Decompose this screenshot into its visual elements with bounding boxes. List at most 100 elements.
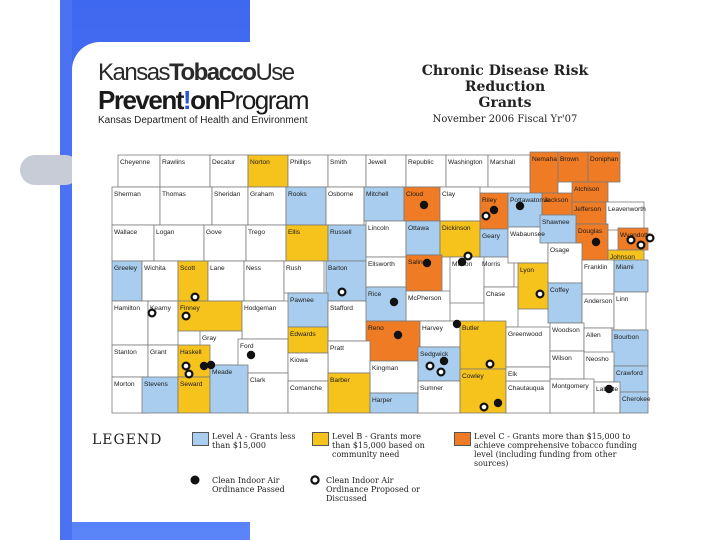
legend-passed-icon (190, 475, 200, 485)
county-rush (283, 260, 325, 294)
county-label-lane: Lane (210, 265, 225, 272)
county-label-coffey: Coffey (550, 287, 570, 294)
county-stevens (141, 376, 179, 414)
county-label-morton: Morton (114, 381, 135, 388)
county-label-thomas: Thomas (162, 191, 187, 198)
county-label-graham: Graham (250, 191, 274, 198)
county-norton (247, 154, 289, 188)
county-ottawa (405, 220, 441, 256)
legend-swatch-level-b (312, 432, 329, 446)
county-label-kearny: Kearny (150, 305, 172, 312)
county-label-morris: Morris (482, 261, 501, 268)
ordinance-proposed-marker (485, 359, 495, 369)
ordinance-proposed-marker (645, 233, 655, 243)
slide-blue-bar (60, 0, 72, 540)
county-thomas (159, 186, 213, 226)
county-label-barber: Barber (330, 377, 351, 384)
county-kiowa (287, 352, 329, 382)
county-republic (405, 154, 447, 188)
county-label-washington: Washington (448, 159, 483, 166)
program-logo: KansasTobaccoUse Prevent!onProgram Kansa… (98, 59, 310, 127)
county-label-greeley: Greeley (114, 265, 138, 272)
county-label-dickinson: Dickinson (442, 225, 471, 232)
logo-word-prevent: Prevent (98, 85, 184, 115)
county-marion (449, 256, 485, 304)
county-label-grant: Grant (150, 349, 167, 356)
county-label-wabaunsee: Wabaunsee (510, 231, 545, 238)
county-label-decatur: Decatur (212, 159, 236, 166)
county-label-brown: Brown (560, 156, 579, 163)
ordinance-passed-marker (489, 205, 499, 215)
county-label-riley: Riley (482, 197, 497, 204)
county-sheridan (211, 186, 249, 226)
county-label-sheridan: Sheridan (214, 191, 241, 198)
county-label-scott: Scott (180, 265, 195, 272)
county-label-rooks: Rooks (288, 191, 307, 198)
county-label-logan: Logan (156, 229, 175, 236)
county-label-barton: Barton (328, 265, 348, 272)
county-greenwood (505, 326, 551, 368)
county-label-harper: Harper (372, 397, 393, 404)
slide-margin (0, 0, 60, 540)
ordinance-passed-marker (515, 201, 525, 211)
county-pratt (327, 340, 371, 374)
legend-proposed-text: Clean Indoor Air Ordinance Proposed or D… (326, 476, 420, 503)
county-geary (479, 228, 509, 258)
county-ellis (285, 224, 329, 262)
county-label-jackson: Jackson (544, 197, 569, 204)
ordinance-proposed-marker (190, 292, 200, 302)
county-neosho (583, 351, 615, 383)
county-label-russell: Russell (330, 229, 352, 236)
county-label-stevens: Stevens (144, 381, 169, 388)
ordinance-proposed-marker (337, 287, 347, 297)
county-label-cherokee: Cherokee (622, 396, 651, 403)
county-wilson (549, 350, 585, 380)
county-label-jefferson: Jefferson (574, 206, 601, 213)
county-label-bourbon: Bourbon (614, 334, 639, 341)
logo-bang: ! (182, 85, 192, 115)
county-label-wilson: Wilson (552, 355, 572, 362)
county-rooks (285, 186, 327, 226)
county-label-montgomery: Montgomery (552, 383, 589, 390)
county-label-clay: Clay (442, 191, 456, 198)
county-rawlins (159, 154, 211, 188)
county-stanton (111, 344, 149, 378)
county-russell (327, 224, 367, 262)
county-label-shawnee: Shawnee (542, 219, 570, 226)
county-seward (177, 376, 211, 414)
map-title-block: Chronic Disease Risk Reduction Grants No… (380, 63, 630, 125)
county-label-kiowa: Kiowa (290, 357, 308, 364)
county-label-rush: Rush (286, 265, 302, 272)
county-label-reno: Reno (368, 325, 384, 332)
county-label-phillips: Phillips (290, 159, 312, 166)
ordinance-proposed-marker (481, 211, 491, 221)
county-label-gray: Gray (202, 335, 217, 342)
county-label-miami: Miami (616, 264, 634, 271)
ordinance-proposed-marker (181, 311, 191, 321)
ordinance-passed-marker (199, 361, 209, 371)
county-label-butler: Butler (462, 325, 480, 332)
ordinance-proposed-marker (626, 235, 636, 245)
county-label-hamilton: Hamilton (114, 305, 140, 312)
ordinance-passed-marker (419, 200, 429, 210)
county-meade (209, 364, 249, 414)
county-label-elk: Elk (508, 371, 518, 378)
ordinance-proposed-marker (181, 361, 191, 371)
county-lane (207, 260, 245, 302)
county-label-cheyenne: Cheyenne (120, 159, 150, 166)
ordinance-passed-marker (393, 330, 403, 340)
county-label-edwards: Edwards (290, 331, 316, 338)
county-label-chautauqua: Chautauqua (508, 385, 544, 392)
map-title-line1: Chronic Disease Risk Reduction (421, 63, 589, 95)
county-label-meade: Meade (212, 369, 232, 376)
county-label-sumner: Sumner (420, 385, 444, 392)
county-label-chase: Chase (486, 291, 505, 298)
legend-level-a-text: Level A - Grants less than $15,000 (212, 432, 296, 450)
county-label-crawford: Crawford (616, 370, 643, 377)
county-label-osborne: Osborne (328, 191, 354, 198)
logo-word-kansas: Kansas (98, 59, 171, 86)
county-ness (243, 260, 285, 302)
county-label-finney: Finney (180, 305, 200, 312)
county-trego (245, 224, 287, 262)
